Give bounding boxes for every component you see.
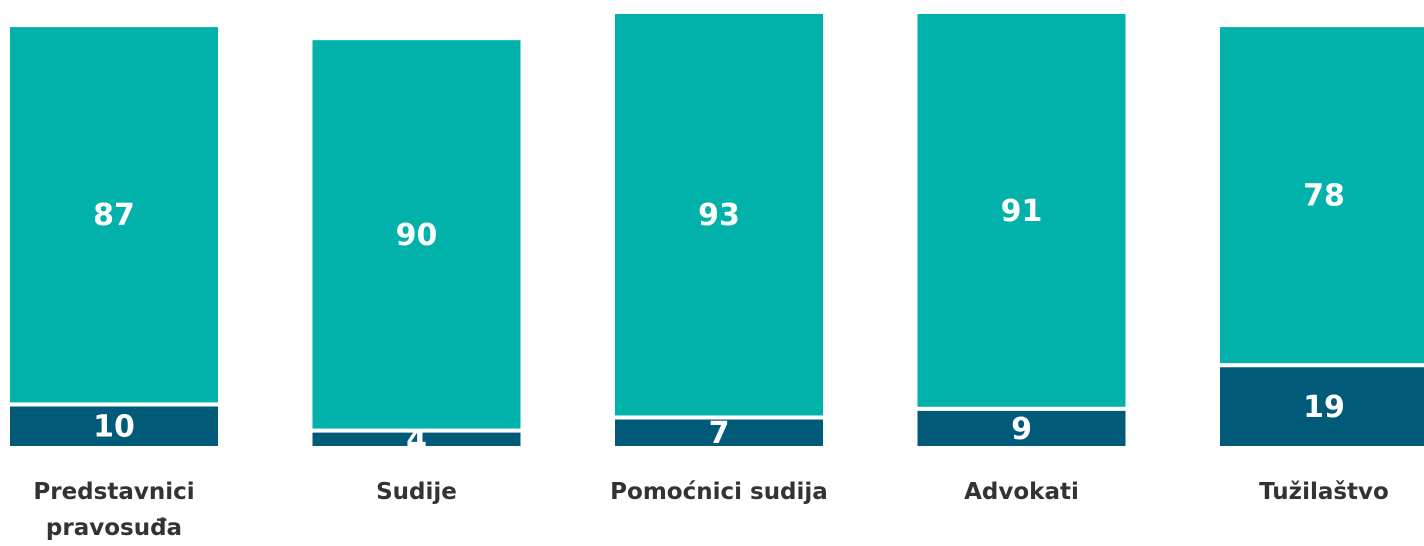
bar-segment [6,402,222,450]
bar-segment [6,23,222,407]
value-label: 93 [698,198,740,233]
bar-segment [913,10,1130,411]
bar-segment [611,10,827,420]
bar-segment [1216,363,1424,450]
value-label: 87 [93,198,135,233]
category-label: Pomoćnici sudija [610,479,828,505]
value-label: 10 [93,410,135,445]
category-label: Predstavnici pravosuđa [33,479,195,541]
value-label: 91 [1001,194,1043,229]
value-label: 7 [709,416,730,451]
value-label: 9 [1011,412,1032,447]
value-label: 19 [1303,390,1345,425]
category-label: Advokati [964,479,1079,505]
bar-segment [1216,23,1424,368]
bar-segment [308,36,525,433]
category-label: Sudije [376,479,457,505]
category-label: Tužilaštvo [1259,479,1389,505]
value-label: 90 [396,218,438,253]
value-label: 78 [1303,179,1345,214]
